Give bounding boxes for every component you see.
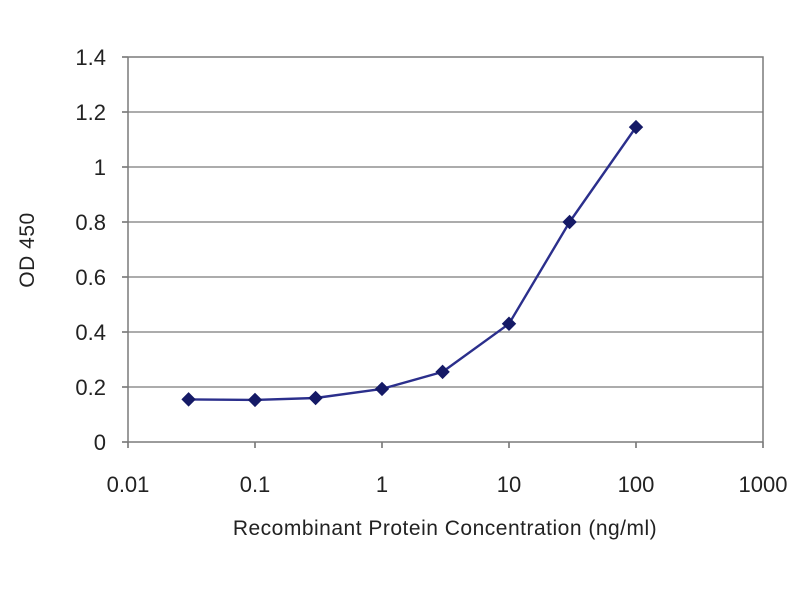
grid-layer bbox=[122, 56, 764, 448]
series-line bbox=[188, 126, 637, 402]
data-point bbox=[628, 119, 644, 135]
tick-label-layer: 0 0.2 0.4 0.6 0.8 1 1.2 1.4 0.01 0.1 1 10 100 1000 bbox=[75, 45, 787, 497]
data-point bbox=[181, 392, 196, 407]
y-tick-label: 0.4 bbox=[75, 320, 106, 345]
y-tick-label: 1 bbox=[94, 155, 106, 180]
y-tick-label: 0.2 bbox=[75, 375, 106, 400]
plot-area bbox=[127, 56, 764, 443]
data-point bbox=[374, 381, 390, 397]
y-tick-label: 1.2 bbox=[75, 100, 106, 125]
data-point bbox=[501, 316, 517, 331]
data-point bbox=[308, 390, 323, 406]
x-tick-label: 10 bbox=[497, 472, 521, 497]
y-axis-title: OD 450 bbox=[16, 212, 39, 287]
y-tick-label: 0 bbox=[94, 430, 106, 455]
x-axis-title: Recombinant Protein Concentration (ng/ml… bbox=[233, 517, 657, 540]
x-tick-label: 100 bbox=[618, 472, 655, 497]
x-tick-label: 1000 bbox=[739, 472, 788, 497]
x-tick-label: 1 bbox=[376, 472, 388, 497]
data-point bbox=[562, 214, 577, 230]
x-tick-label: 0.01 bbox=[107, 472, 150, 497]
x-tick-label: 0.1 bbox=[240, 472, 271, 497]
series-layer bbox=[181, 119, 644, 408]
data-point bbox=[435, 364, 450, 380]
y-tick-label: 0.6 bbox=[75, 265, 106, 290]
y-tick-label: 1.4 bbox=[75, 45, 106, 70]
data-point bbox=[247, 392, 263, 408]
y-tick-label: 0.8 bbox=[75, 210, 106, 235]
